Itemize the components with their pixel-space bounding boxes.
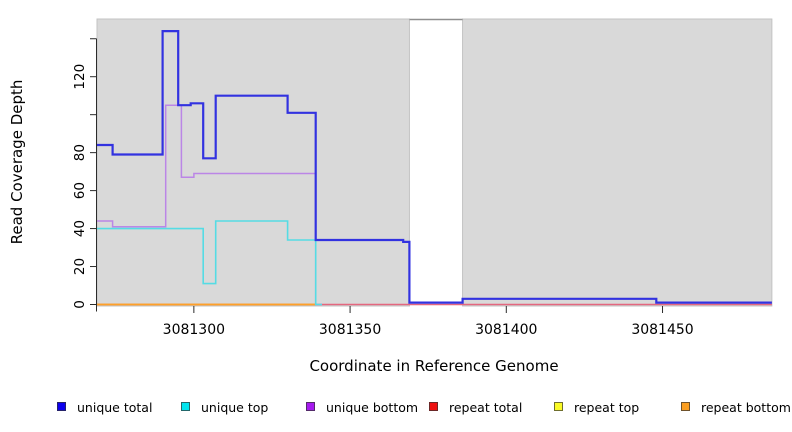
- legend-swatch-repeat-top: [554, 402, 563, 411]
- x-tick-label-3081400: 3081400: [475, 322, 537, 338]
- x-tick-label-3081300: 3081300: [163, 322, 225, 338]
- y-axis-title: Read Coverage Depth: [8, 79, 26, 245]
- y-tick-label-0: 0: [72, 300, 88, 309]
- legend-swatch-unique-top: [181, 402, 190, 411]
- legend-label-unique-bottom: unique bottom: [326, 400, 419, 415]
- x-axis-title: Coordinate in Reference Genome: [309, 357, 559, 375]
- legend-label-repeat-total: repeat total: [449, 400, 523, 415]
- legend-swatch-unique-total: [57, 402, 66, 411]
- legend-label-unique-total: unique total: [77, 400, 153, 415]
- y-tick-label-20: 20: [72, 258, 88, 275]
- y-tick-label-120: 120: [72, 64, 88, 90]
- legend-swatch-repeat-bottom: [681, 402, 690, 411]
- x-tick-label-3081450: 3081450: [631, 322, 693, 338]
- y-tick-label-80: 80: [72, 144, 88, 161]
- y-tick-label-60: 60: [72, 182, 88, 199]
- y-tick-label-40: 40: [72, 220, 88, 237]
- legend-label-repeat-bottom: repeat bottom: [701, 400, 791, 415]
- series-line-unique-total: [97, 30, 772, 304]
- series-line-unique-top: [97, 220, 322, 306]
- x-tick-label-3081350: 3081350: [319, 322, 381, 338]
- legend: unique total unique top unique bottom repea…: [0, 398, 792, 420]
- coverage-plot: 0 20 40 60 80 120 3081300 3081350 3081400 3081450: [72, 18, 773, 338]
- legend-label-unique-top: unique top: [201, 400, 269, 415]
- plot-panel-2: [462, 18, 773, 307]
- legend-swatch-unique-bottom: [306, 402, 315, 411]
- legend-swatch-repeat-total: [429, 402, 438, 411]
- plot-panel-1: [96, 18, 410, 307]
- legend-label-repeat-top: repeat top: [574, 400, 640, 415]
